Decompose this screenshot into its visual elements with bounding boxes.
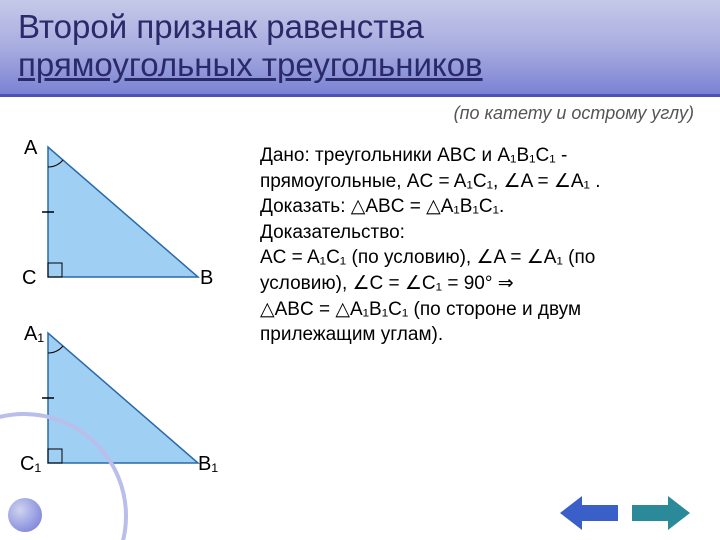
vertex-a: A	[24, 137, 37, 160]
proof-line2: условию), ∠C = ∠C₁ = 90° ⇒	[260, 271, 704, 297]
slide-header: Второй признак равенства прямоугольных т…	[0, 0, 720, 97]
vertex-b1: B₁	[198, 453, 218, 476]
proof-line3: △ABC = △A₁B₁C₁ (по стороне и двум	[260, 297, 704, 323]
triangle-abc-svg	[18, 137, 218, 297]
triangle-abc: A C B	[18, 137, 238, 307]
vertex-b: B	[200, 267, 213, 290]
proof-line1: AC = A₁C₁ (по условию), ∠A = ∠A₁ (по	[260, 245, 704, 271]
theorem-text: Дано: треугольники ABC и A₁B₁C₁ - прямоу…	[260, 143, 704, 348]
proof-header: Доказательство:	[260, 220, 704, 246]
title-line2: прямоугольных треугольников	[18, 46, 483, 83]
vertex-a1: A₁	[24, 323, 44, 346]
next-arrow-icon[interactable]	[632, 496, 690, 530]
title-line1: Второй признак равенства	[18, 8, 424, 45]
subtitle: (по катету и острому углу)	[454, 103, 694, 124]
vertex-c: C	[22, 267, 36, 290]
proof-line4: прилежащим углам).	[260, 322, 704, 348]
prev-arrow-icon[interactable]	[560, 496, 618, 530]
corner-decoration-dot	[8, 498, 42, 532]
given-line2: прямоугольные, AC = A₁C₁, ∠A = ∠A₁ .	[260, 169, 704, 195]
nav-arrows	[560, 496, 690, 530]
prove-line: Доказать: △ABC = △A₁B₁C₁.	[260, 194, 704, 220]
given-line1: Дано: треугольники ABC и A₁B₁C₁ -	[260, 143, 704, 169]
slide-title: Второй признак равенства прямоугольных т…	[18, 8, 702, 84]
